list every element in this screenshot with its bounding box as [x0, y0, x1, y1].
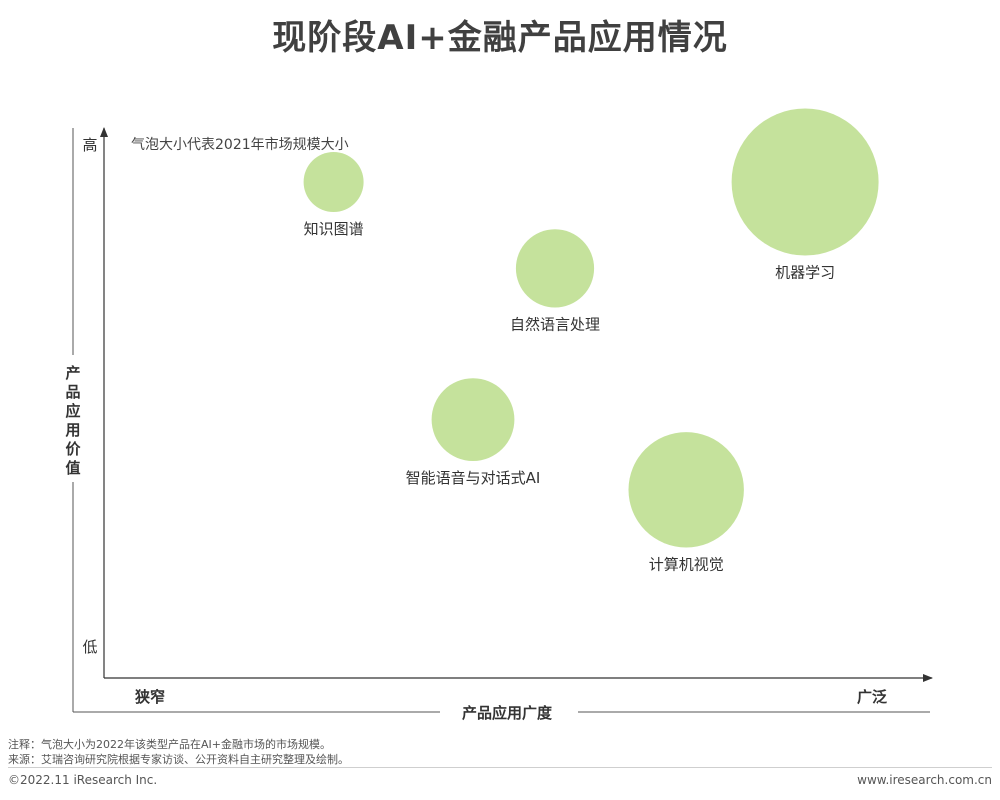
bubble-5	[628, 432, 744, 548]
bubble-label-3: 自然语言处理	[510, 316, 600, 334]
y-axis-title: 产品应用价值	[65, 364, 81, 477]
y-high-label: 高	[82, 136, 97, 154]
bubble-1	[303, 152, 364, 212]
bubble-chart: 产品应用价值 高 低 狭窄 广泛 产品应用广度 气泡大小代表2021年市场规模大…	[65, 108, 933, 722]
bubble-4	[431, 378, 515, 461]
y-low-label: 低	[82, 638, 97, 656]
bubble-label-1: 知识图谱	[304, 220, 364, 238]
bubble-label-4: 智能语音与对话式AI	[406, 469, 541, 487]
x-axis-title: 产品应用广度	[462, 704, 553, 722]
copyright-text: ©2022.11 iResearch Inc.	[8, 773, 158, 787]
bubble-size-note: 气泡大小代表2021年市场规模大小	[131, 136, 349, 153]
bubble-label-2: 机器学习	[775, 264, 835, 282]
page-title: 现阶段AI+金融产品应用情况	[272, 18, 728, 58]
footer-notes: 注释：气泡大小为2022年该类型产品在AI+金融市场的市场规模。 来源：艾瑞咨询…	[8, 737, 349, 767]
footer-note-1: 注释：气泡大小为2022年该类型产品在AI+金融市场的市场规模。	[8, 738, 331, 751]
bubble-3	[515, 229, 595, 308]
footer-note-2: 来源：艾瑞咨询研究院根据专家访谈、公开资料自主研究整理及绘制。	[8, 753, 349, 766]
bubble-2	[731, 108, 879, 256]
bubble-label-5: 计算机视觉	[649, 556, 724, 574]
x-low-label: 狭窄	[134, 688, 165, 706]
x-high-label: 广泛	[857, 688, 887, 706]
website-text: www.iresearch.com.cn	[857, 773, 992, 787]
footer-divider	[8, 767, 992, 768]
